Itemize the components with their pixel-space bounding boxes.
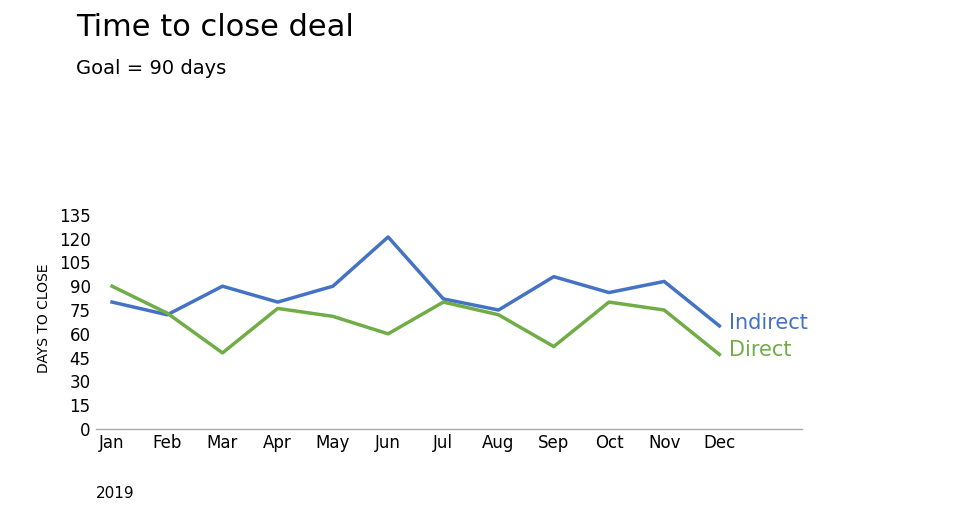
Y-axis label: DAYS TO CLOSE: DAYS TO CLOSE [36,263,51,373]
Text: Goal = 90 days: Goal = 90 days [76,59,226,79]
Text: Time to close deal: Time to close deal [76,13,354,42]
Text: Indirect: Indirect [730,313,808,333]
Text: Direct: Direct [730,340,792,360]
Text: 2019: 2019 [96,486,134,501]
